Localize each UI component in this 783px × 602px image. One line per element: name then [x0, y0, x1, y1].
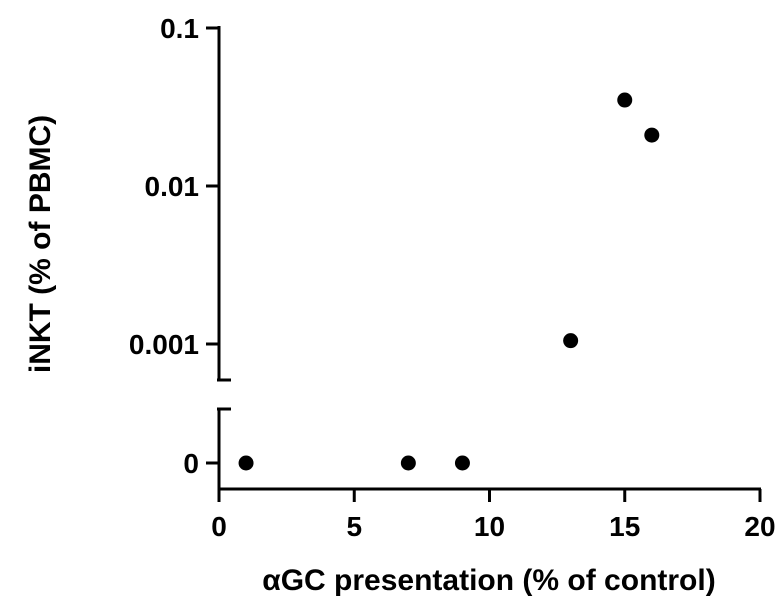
- y-tick-label: 0: [183, 448, 199, 479]
- x-tick-label: 20: [744, 511, 775, 542]
- x-tick-label: 5: [346, 511, 362, 542]
- x-tick-label: 15: [609, 511, 640, 542]
- data-point: [617, 92, 633, 108]
- data-point: [400, 455, 416, 471]
- data-point: [563, 333, 579, 349]
- x-axis-label: αGC presentation (% of control): [262, 564, 715, 597]
- data-point: [238, 455, 254, 471]
- y-axis-label: iNKT (% of PBMC): [24, 115, 57, 373]
- data-point: [454, 455, 470, 471]
- x-tick-label: 0: [211, 511, 227, 542]
- y-tick-label: 0.01: [145, 171, 200, 202]
- y-tick-label: 0.001: [129, 329, 199, 360]
- axes: [217, 26, 761, 491]
- data-points: [238, 92, 660, 471]
- y-tick-label: 0.1: [160, 13, 199, 44]
- y-axis-ticks: 0 0.001 0.01 0.1: [129, 13, 219, 479]
- x-axis-ticks: 0 5 10 15 20: [211, 489, 776, 542]
- data-point: [644, 127, 660, 143]
- x-tick-label: 10: [474, 511, 505, 542]
